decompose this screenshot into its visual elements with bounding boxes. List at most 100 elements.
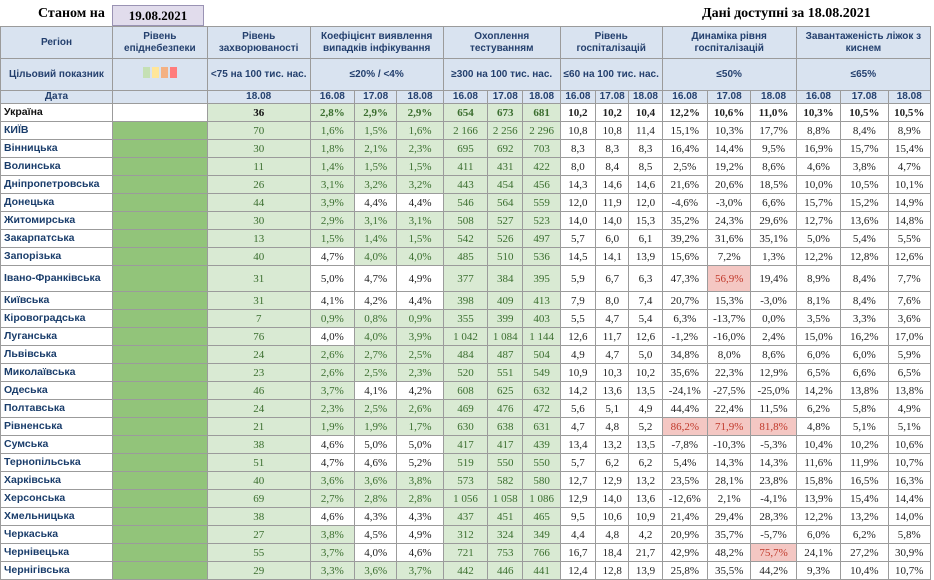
oxygen-beds-cell: 5,9% <box>887 345 932 364</box>
oxygen-beds-cell: 5,8% <box>887 525 932 544</box>
hospitalization-cell: 11,7 <box>595 327 630 346</box>
hospitalization-cell: 5,7 <box>559 229 597 248</box>
table-row: Хмельницька 38 4,6% 4,3% 4,3% 437 451 465 9,5 10,… <box>0 507 932 526</box>
oxygen-beds-cell: 14,0% <box>887 507 932 526</box>
hospitalization-cell: 5,5 <box>559 309 597 328</box>
coefficient-cell: 5,2% <box>396 453 444 472</box>
hosp-dynamics-cell: 14,4% <box>706 139 752 158</box>
hosp-dynamics-cell: 0,0% <box>750 309 797 328</box>
hosp-dynamics-cell: 81,8% <box>750 417 797 436</box>
hosp-dynamics-cell: 2,5% <box>661 157 709 176</box>
incidence-cell: 21 <box>206 417 311 436</box>
incidence-cell: 13 <box>206 229 311 248</box>
date-incidence: 18.08 <box>206 90 311 104</box>
hosp-dynamics-cell: 18,5% <box>750 175 797 194</box>
oxygen-beds-cell: 10,4% <box>795 435 842 454</box>
oxygen-beds-cell: 14,2% <box>795 381 842 400</box>
coefficient-cell: 4,3% <box>396 507 444 526</box>
incidence-cell: 55 <box>206 543 311 562</box>
header-incidence: Рівень захворюваності <box>206 26 311 59</box>
hospitalization-cell: 14,0 <box>595 211 630 230</box>
testing-cell: 454 <box>487 175 524 194</box>
coefficient-cell: 0,8% <box>353 309 398 328</box>
hospitalization-cell: 12,0 <box>559 193 597 212</box>
oxygen-beds-cell: 11,9% <box>840 453 889 472</box>
hosp-dynamics-cell: 5,4% <box>661 453 709 472</box>
hospitalization-cell: 6,2 <box>595 453 630 472</box>
epidemic-level-cell <box>111 471 208 490</box>
testing-cell: 469 <box>442 399 489 418</box>
region-name: КИЇВ <box>0 121 113 140</box>
hosp-dynamics-cell: -7,8% <box>661 435 709 454</box>
coefficient-cell: 3,1% <box>309 175 356 194</box>
date-col: 18.08 <box>396 90 444 104</box>
hosp-dynamics-cell: -5,3% <box>750 435 797 454</box>
hosp-dynamics-cell: -24,1% <box>661 381 709 400</box>
oxygen-beds-cell: 3,8% <box>840 157 889 176</box>
oxygen-beds-cell: 5,1% <box>840 417 889 436</box>
hosp-dynamics-cell: 9,5% <box>750 139 797 158</box>
testing-cell: 355 <box>442 309 489 328</box>
coefficient-cell: 5,0% <box>309 265 356 292</box>
testing-cell: 497 <box>522 229 561 248</box>
header-hosp-dynamics: Динаміка рівня госпіталізацій <box>661 26 797 59</box>
testing-cell: 559 <box>522 193 561 212</box>
hosp-dynamics-cell: 6,6% <box>750 193 797 212</box>
hosp-dynamics-cell: 8,6% <box>750 345 797 364</box>
oxygen-beds-cell: 8,4% <box>840 121 889 140</box>
oxygen-beds-cell: 8,9% <box>887 121 932 140</box>
header-testing: Охоплення тестуванням <box>442 26 561 59</box>
oxygen-beds-cell: 6,5% <box>887 363 932 382</box>
table-row: Тернопільська 51 4,7% 4,6% 5,2% 519 550 550 5,7 6… <box>0 453 932 472</box>
table-row: Закарпатська 13 1,5% 1,4% 1,5% 542 526 497 5,7 6,… <box>0 229 932 248</box>
oxygen-beds-cell: 17,0% <box>887 327 932 346</box>
hosp-dynamics-cell: -16,0% <box>706 327 752 346</box>
incidence-cell: 69 <box>206 489 311 508</box>
hosp-dynamics-cell: 22,4% <box>706 399 752 418</box>
oxygen-beds-cell: 15,4% <box>840 489 889 508</box>
testing-cell: 439 <box>522 435 561 454</box>
date-col: 18.08 <box>750 90 797 104</box>
hosp-dynamics-cell: 17,7% <box>750 121 797 140</box>
hospitalization-cell: 5,4 <box>628 309 663 328</box>
hospitalization-cell: 5,6 <box>559 399 597 418</box>
region-name: Чернігівська <box>0 561 113 580</box>
epidemic-level-cell <box>111 417 208 436</box>
hosp-dynamics-cell: -4,1% <box>750 489 797 508</box>
coefficient-cell: 3,2% <box>396 175 444 194</box>
coefficient-cell: 2,9% <box>396 103 444 122</box>
coefficient-cell: 4,4% <box>396 291 444 310</box>
hosp-dynamics-cell: 7,2% <box>706 247 752 266</box>
region-name: Одеська <box>0 381 113 400</box>
coefficient-cell: 2,8% <box>353 489 398 508</box>
testing-cell: 446 <box>487 561 524 580</box>
hospitalization-cell: 12,9 <box>559 489 597 508</box>
hosp-dynamics-cell: -25,0% <box>750 381 797 400</box>
table-row: Львівська 24 2,6% 2,7% 2,5% 484 487 504 4,9 4,7 5,… <box>0 345 932 364</box>
oxygen-beds-cell: 10,7% <box>887 561 932 580</box>
testing-cell: 441 <box>522 561 561 580</box>
oxygen-beds-cell: 11,6% <box>795 453 842 472</box>
target-incidence: <75 на 100 тис. нас. <box>206 58 311 91</box>
coefficient-cell: 4,7% <box>309 247 356 266</box>
coefficient-cell: 0,9% <box>396 309 444 328</box>
oxygen-beds-cell: 6,2% <box>840 525 889 544</box>
header-row: Регіон Рівень епіднебезпеки Рівень захво… <box>0 26 932 59</box>
hosp-dynamics-cell: 35,7% <box>706 525 752 544</box>
hospitalization-cell: 8,4 <box>595 157 630 176</box>
coefficient-cell: 4,0% <box>353 247 398 266</box>
table-row: Житомирська 30 2,9% 3,1% 3,1% 508 527 523 14,0 14… <box>0 211 932 230</box>
hosp-dynamics-cell: -13,7% <box>706 309 752 328</box>
oxygen-beds-cell: 5,8% <box>840 399 889 418</box>
oxygen-beds-cell: 10,0% <box>795 175 842 194</box>
table-row: Київська 31 4,1% 4,2% 4,4% 398 409 413 7,9 8,0 7,4… <box>0 291 932 310</box>
coefficient-cell: 4,9% <box>396 265 444 292</box>
oxygen-beds-cell: 10,5% <box>887 103 932 122</box>
hospitalization-cell: 4,7 <box>559 417 597 436</box>
oxygen-beds-cell: 13,9% <box>795 489 842 508</box>
epidemic-level-cell <box>111 489 208 508</box>
hospitalization-cell: 5,1 <box>595 399 630 418</box>
testing-cell: 573 <box>442 471 489 490</box>
hosp-dynamics-cell: -10,3% <box>706 435 752 454</box>
coefficient-cell: 3,1% <box>353 211 398 230</box>
